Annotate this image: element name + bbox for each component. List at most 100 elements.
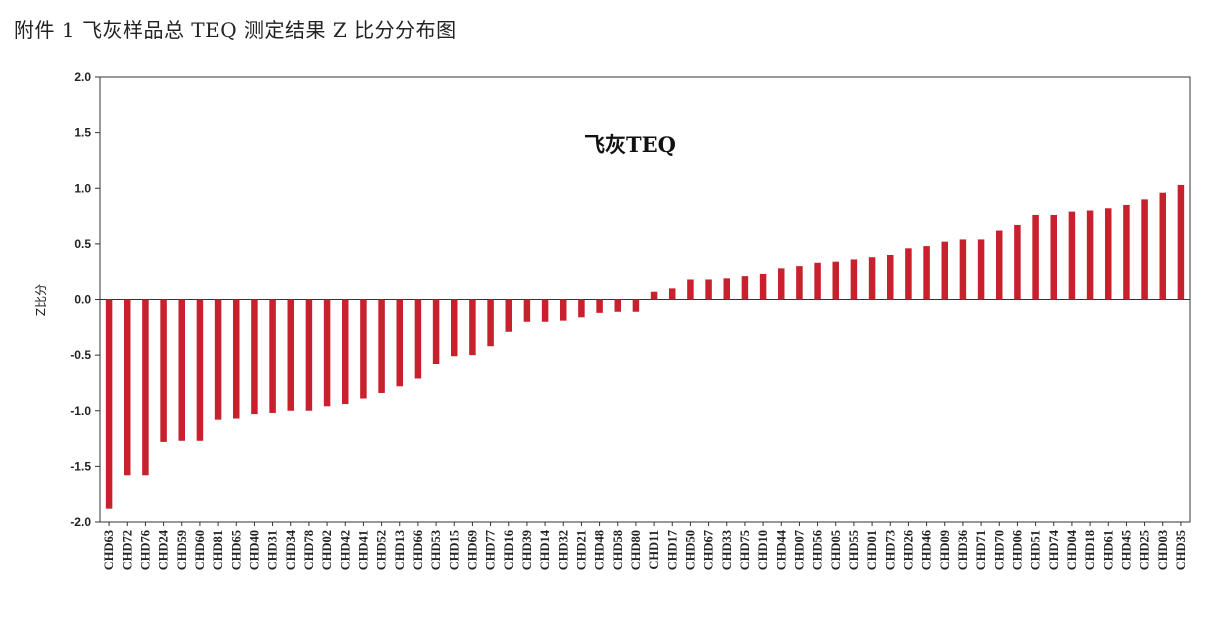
x-tick-label: CHD78	[302, 530, 316, 570]
y-tick-label: 1.0	[74, 181, 91, 195]
bar-chd34	[287, 299, 294, 411]
x-tick-label: CHD36	[956, 530, 970, 570]
bar-chd75	[741, 276, 749, 300]
x-tick-label: CHD09	[938, 530, 952, 570]
bar-chd01	[868, 257, 876, 300]
bar-chd32	[560, 299, 567, 321]
x-tick-label: CHD53	[429, 530, 443, 570]
bar-chd73	[887, 255, 894, 300]
x-tick-label: CHD10	[756, 530, 770, 570]
x-tick-label: CHD05	[829, 530, 843, 570]
x-tick-label: CHD13	[393, 530, 407, 570]
bar-chd50	[687, 279, 694, 300]
bar-chd06	[1014, 224, 1021, 300]
y-axis: 2.0 1.5 1.0 0.5 0.0 -0.5 -1.0 -1.5 -2.0	[70, 70, 100, 529]
bar-chd53	[432, 299, 440, 365]
x-tick-label: CHD60	[193, 530, 207, 570]
bar-chd14	[541, 299, 549, 322]
x-tick-label: CHD14	[538, 529, 552, 570]
bar-chd03	[1159, 192, 1166, 300]
x-tick-label: CHD41	[356, 530, 370, 570]
bar-chd67	[705, 279, 712, 300]
x-tick-label: CHD33	[720, 530, 734, 570]
x-tick-label: CHD70	[992, 530, 1006, 570]
bar-chd24	[160, 299, 167, 442]
bar-chd10	[759, 273, 767, 300]
y-tick-label: -1.0	[70, 404, 91, 418]
bar-chd77	[487, 299, 494, 347]
bar-chd51	[1032, 214, 1039, 300]
bar-chd71	[977, 239, 985, 300]
x-tick-label: CHD80	[629, 530, 643, 570]
x-tick-label: CHD26	[901, 530, 915, 570]
bar-chd13	[396, 299, 403, 387]
bar-chd17	[669, 288, 676, 300]
x-tick-label: CHD11	[647, 530, 661, 570]
x-tick-label: CHD76	[138, 530, 152, 570]
x-tick-label: CHD55	[847, 530, 861, 570]
x-tick-label: CHD16	[502, 530, 516, 570]
x-tick-label: CHD58	[611, 530, 625, 570]
x-tick-label: CHD65	[229, 530, 243, 570]
x-tick-label: CHD74	[1047, 529, 1061, 570]
bar-chd52	[378, 299, 385, 393]
bar-chd63	[105, 299, 113, 509]
bar-chd21	[578, 299, 585, 318]
x-tick-label: CHD15	[447, 530, 461, 570]
x-tick-label: CHD48	[593, 530, 607, 570]
bar-chd25	[1141, 199, 1148, 300]
chart-title: 飞灰TEQ	[584, 132, 676, 157]
bar-chd42	[342, 299, 349, 405]
bar-chd04	[1068, 211, 1076, 300]
y-tick-label: 0.0	[74, 293, 91, 307]
bar-chd44	[778, 268, 785, 300]
y-tick-label: -0.5	[70, 348, 91, 362]
x-tick-label: CHD42	[338, 530, 352, 570]
x-tick-label: CHD21	[574, 530, 588, 570]
bar-chd45	[1123, 204, 1130, 300]
x-tick-label: CHD44	[774, 529, 788, 570]
x-tick-label: CHD07	[792, 530, 806, 570]
bar-chd58	[614, 299, 621, 312]
bar-chd18	[1086, 210, 1094, 300]
x-tick-label: CHD17	[665, 530, 679, 570]
bar-chd36	[959, 239, 967, 300]
x-tick-label: CHD71	[974, 530, 988, 570]
document-caption: 附件 1 飞灰样品总 TEQ 测定结果 Z 比分分布图	[14, 18, 457, 42]
x-tick-label: CHD69	[465, 530, 479, 570]
bar-chd35	[1177, 184, 1185, 300]
y-tick-label: 0.5	[74, 237, 91, 251]
bar-chd46	[923, 246, 930, 300]
x-tick-label: CHD46	[920, 530, 934, 570]
bar-chd74	[1050, 214, 1057, 300]
x-tick-label: CHD52	[375, 530, 389, 570]
bar-chd02	[323, 299, 331, 407]
bar-chd80	[632, 299, 640, 312]
x-tick-label: CHD24	[157, 529, 171, 570]
bar-chd55	[850, 259, 858, 300]
bar-chd70	[996, 230, 1003, 300]
bar-chd72	[124, 299, 131, 476]
y-axis-label: Z比分	[34, 284, 48, 316]
bar-chd78	[305, 299, 313, 411]
bar-chd40	[251, 299, 258, 415]
x-tick-label: CHD59	[175, 530, 189, 570]
bar-chd39	[523, 299, 531, 322]
x-tick-label: CHD56	[811, 530, 825, 570]
x-tick-label: CHD34	[284, 529, 298, 570]
x-tick-label: CHD75	[738, 530, 752, 570]
y-tick-label: -2.0	[70, 515, 91, 529]
x-tick-label: CHD35	[1174, 530, 1188, 570]
bar-chd59	[178, 299, 185, 441]
x-tick-label: CHD72	[120, 530, 134, 570]
x-axis: CHD63 CHD72 CHD76 CHD24 CHD59 CHD60 CHD81 CHD65…	[102, 522, 1188, 570]
x-tick-label: CHD40	[247, 530, 261, 570]
bar-chd41	[360, 299, 367, 399]
x-tick-label: CHD51	[1029, 530, 1043, 570]
x-tick-label: CHD77	[484, 530, 498, 570]
y-tick-label: 2.0	[74, 70, 91, 84]
bar-chd61	[1105, 208, 1112, 300]
x-tick-label: CHD66	[411, 530, 425, 570]
